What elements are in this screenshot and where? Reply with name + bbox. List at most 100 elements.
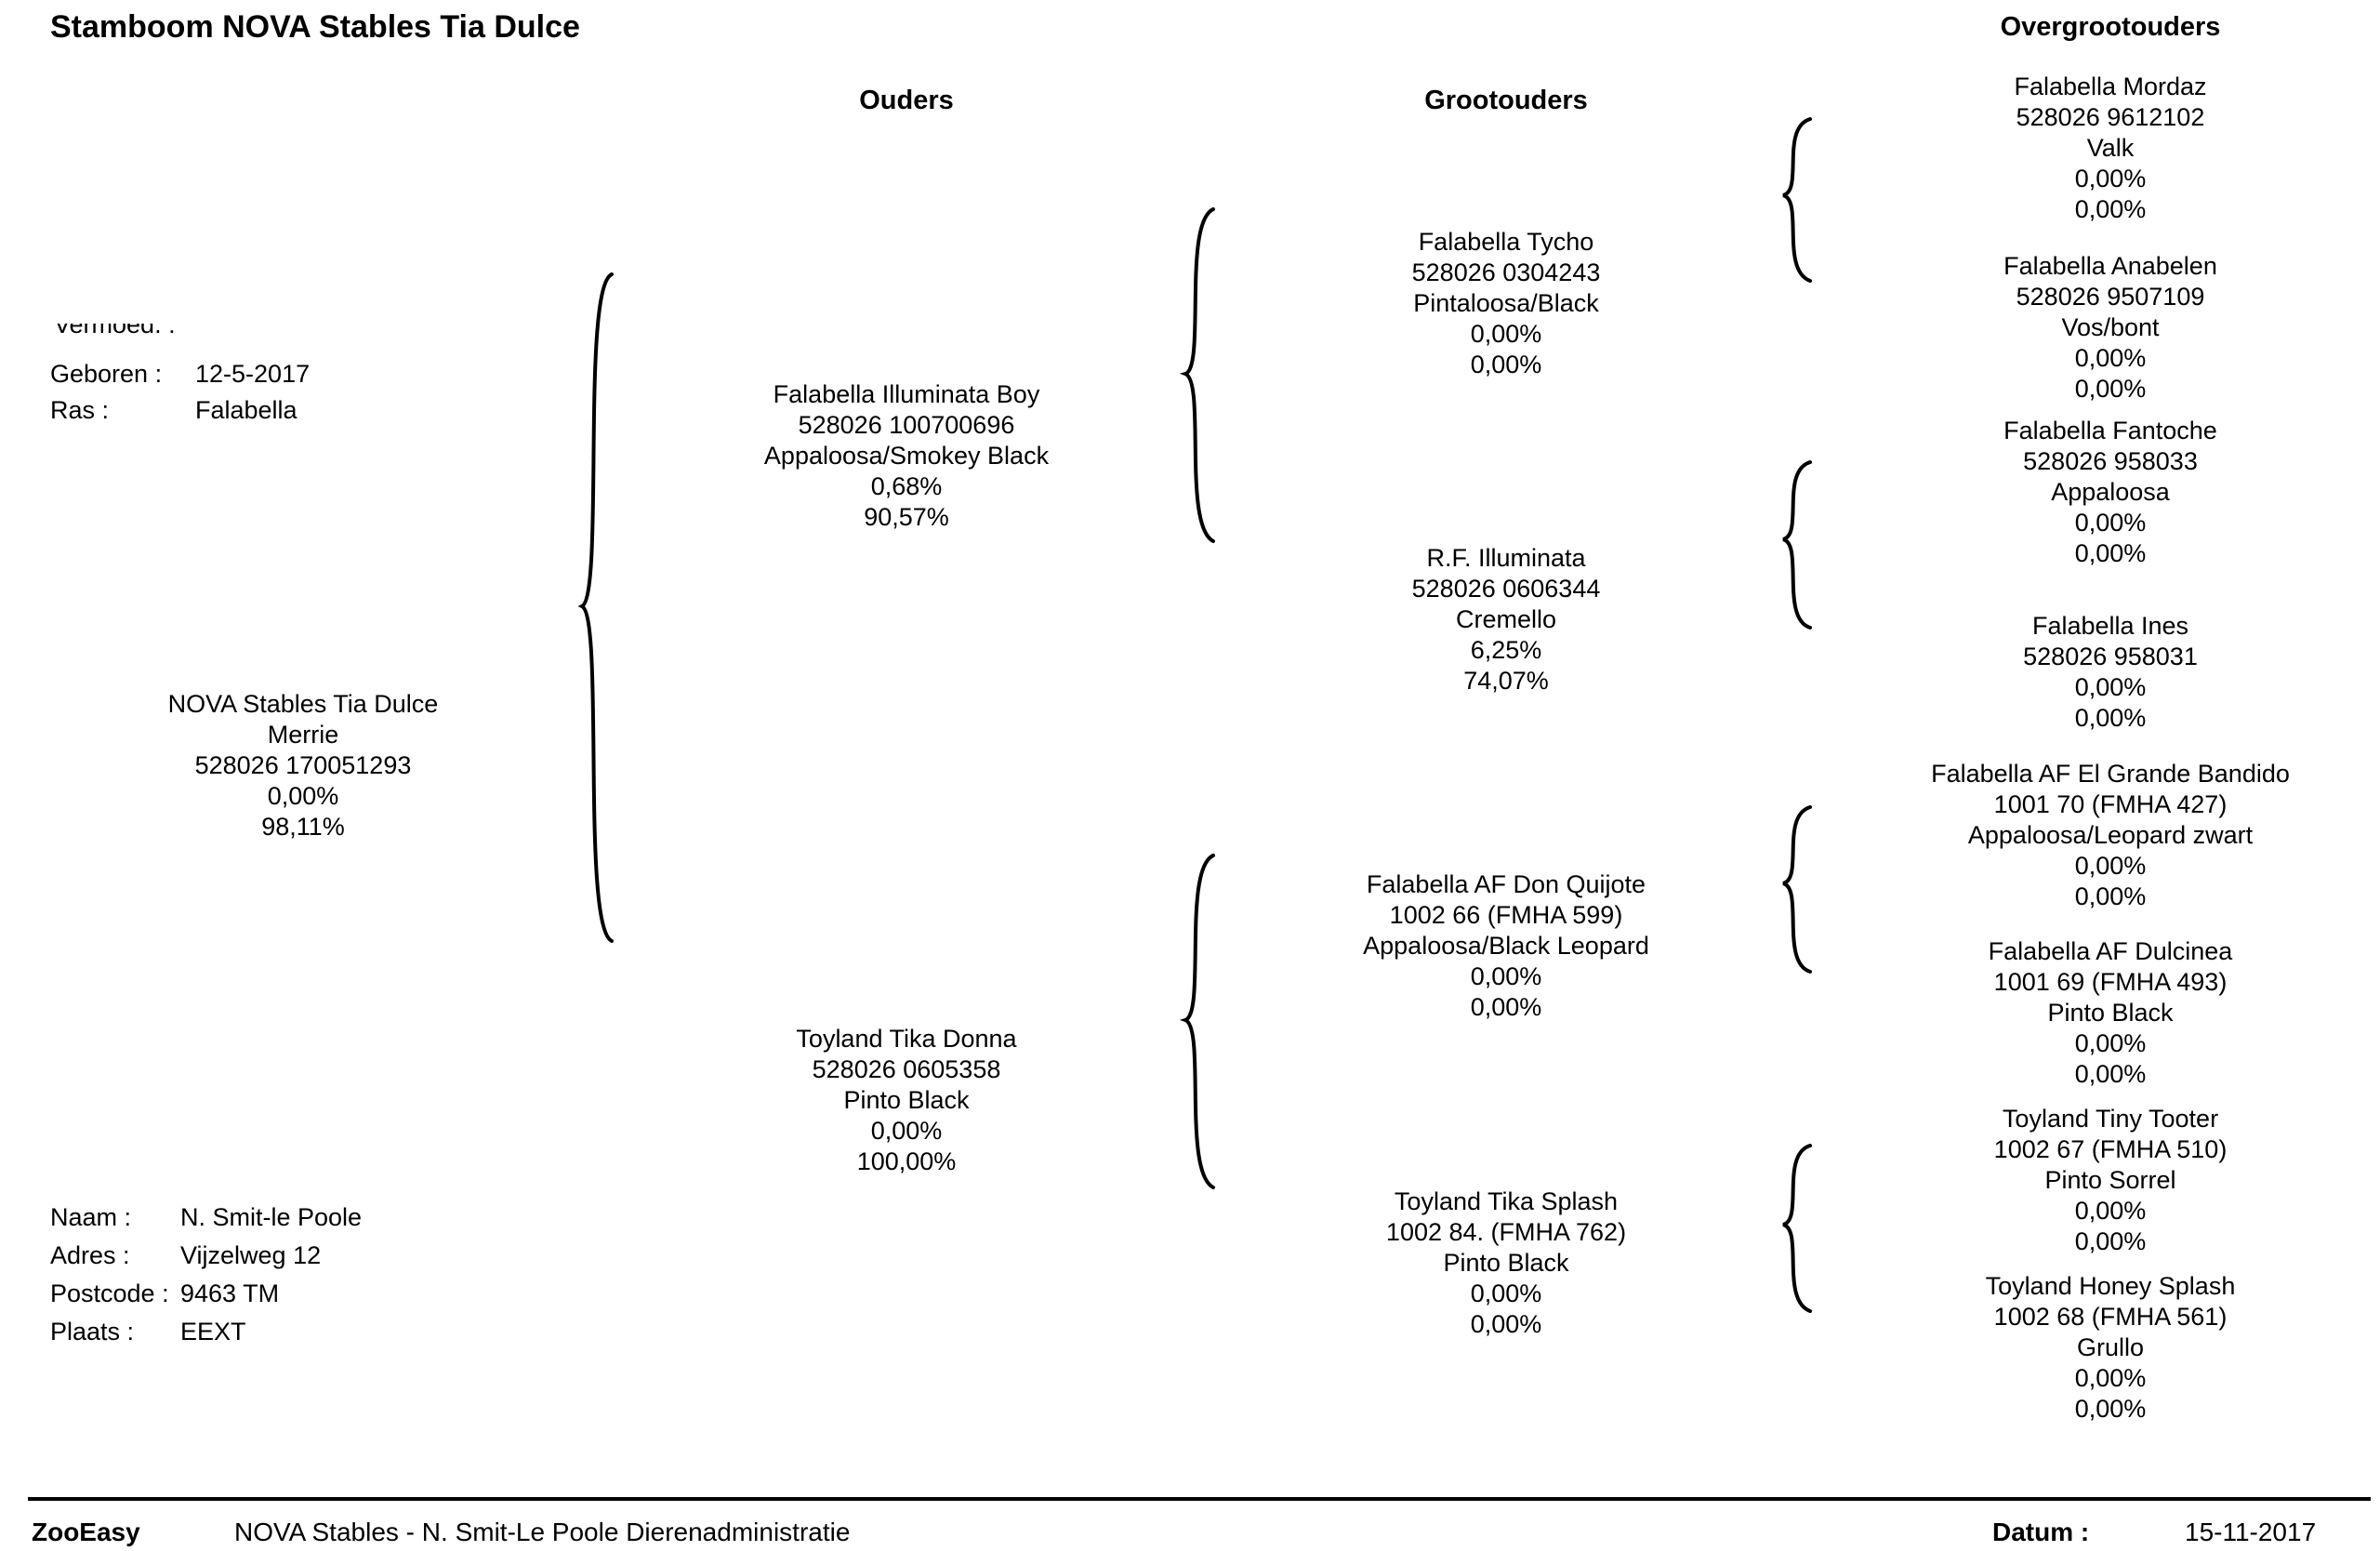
owner-postcode-value: 9463 TM [180, 1279, 280, 1307]
horse-completeness: 0,00% [1470, 351, 1542, 378]
horse-subject: NOVA Stables Tia Dulce Merrie 528026 170… [168, 689, 439, 842]
horse-name: Toyland Tika Splash [1394, 1187, 1619, 1215]
horse-sex: Merrie [267, 721, 339, 749]
horse-id: 528026 958033 [2023, 447, 2198, 475]
horse-inbreeding: 0,00% [267, 782, 339, 810]
horse-great-grandparent-5: Falabella AF El Grande Bandido 1001 70 (… [1931, 759, 2290, 912]
footer-date-label: Datum : [1992, 1518, 2090, 1546]
horse-color: Pinto Black [1443, 1249, 1569, 1277]
horse-inbreeding: 0,00% [2074, 1029, 2147, 1057]
horse-completeness: 0,00% [2074, 882, 2147, 910]
horse-inbreeding: 0,00% [870, 1117, 943, 1145]
brace-grandparent-3 [1782, 805, 1812, 974]
owner-city-label: Plaats : [50, 1318, 135, 1346]
brace-grandparent-1 [1782, 117, 1812, 283]
horse-completeness: 0,00% [2074, 1060, 2147, 1088]
horse-completeness: 0,00% [2074, 1395, 2147, 1423]
horse-grandparent-1: Falabella Tycho 528026 0304243 Pintaloos… [1412, 227, 1601, 380]
brace-parent-1 [1179, 207, 1215, 543]
horse-color: Vos/bont [2061, 313, 2160, 341]
horse-name: NOVA Stables Tia Dulce [167, 690, 439, 718]
horse-great-grandparent-7: Toyland Tiny Tooter 1002 67 (FMHA 510) P… [1994, 1104, 2228, 1257]
born-label: Geboren : [50, 360, 163, 388]
owner-postcode-label: Postcode : [50, 1279, 169, 1307]
horse-parent-1: Falabella Illuminata Boy 528026 10070069… [764, 379, 1049, 533]
breed-value: Falabella [195, 396, 298, 424]
horse-parent-2: Toyland Tika Donna 528026 0605358 Pinto … [796, 1024, 1016, 1177]
horse-id: 528026 9612102 [2016, 103, 2205, 131]
subject-details: Geboren : 12-5-2017 Ras : Falabella [50, 355, 310, 430]
horse-inbreeding: 0,68% [870, 472, 943, 500]
brace-grandparent-2 [1782, 460, 1812, 630]
horse-completeness: 0,00% [2074, 539, 2147, 567]
owner-details: Naam : N. Smit-le Poole Adres : Vijzelweg … [50, 1199, 362, 1351]
footer-date-value: 15-11-2017 [2185, 1518, 2317, 1546]
horse-color: Appaloosa/Smokey Black [763, 442, 1050, 470]
horse-great-grandparent-4: Falabella Ines 528026 958031 0,00% 0,00% [2023, 611, 2198, 734]
horse-color: Valk [2086, 134, 2135, 162]
horse-completeness: 100,00% [856, 1147, 957, 1175]
horse-color: Cremello [1455, 605, 1557, 633]
column-header-grandparents: Grootouders [1424, 86, 1588, 115]
horse-name: Falabella Mordaz [2014, 73, 2207, 100]
horse-completeness: 0,00% [1470, 993, 1542, 1021]
horse-great-grandparent-8: Toyland Honey Splash 1002 68 (FMHA 561) … [1986, 1271, 2236, 1425]
horse-inbreeding: 0,00% [2074, 1197, 2147, 1225]
horse-id: 1002 68 (FMHA 561) [1993, 1303, 2228, 1331]
horse-name: Falabella Illuminata Boy [773, 380, 1040, 408]
column-header-parents: Ouders [859, 86, 954, 115]
owner-address-value: Vijzelweg 12 [180, 1241, 322, 1269]
horse-completeness: 0,00% [2074, 704, 2147, 732]
horse-grandparent-3: Falabella AF Don Quijote 1002 66 (FMHA 5… [1363, 869, 1649, 1023]
horse-completeness: 0,00% [2074, 1227, 2147, 1255]
horse-id: 1002 67 (FMHA 510) [1993, 1135, 2228, 1163]
horse-name: Toyland Tika Donna [796, 1025, 1017, 1053]
owner-address-label: Adres : [50, 1241, 130, 1269]
brace-parent-2 [1179, 854, 1215, 1189]
horse-inbreeding: 0,00% [2074, 165, 2147, 192]
horse-completeness: 0,00% [2074, 195, 2147, 223]
horse-grandparent-2: R.F. Illuminata 528026 0606344 Cremello … [1412, 543, 1601, 696]
horse-completeness: 98,11% [261, 813, 345, 841]
horse-name: R.F. Illuminata [1426, 544, 1586, 572]
horse-inbreeding: 0,00% [2074, 509, 2147, 537]
horse-id: 528026 0606344 [1411, 575, 1601, 603]
horse-color: Appaloosa/Black Leopard [1363, 932, 1649, 960]
horse-inbreeding: 0,00% [1470, 1279, 1542, 1307]
horse-color: Pinto Black [2047, 999, 2174, 1027]
brace-subject [577, 272, 614, 943]
column-header-great-grandparents: Overgrootouders [2000, 12, 2221, 42]
horse-color: Pintaloosa/Black [1413, 289, 1599, 317]
horse-inbreeding: 6,25% [1470, 636, 1542, 664]
horse-color: Pinto Black [843, 1086, 970, 1114]
horse-great-grandparent-2: Falabella Anabelen 528026 9507109 Vos/bo… [2003, 251, 2217, 404]
footer-divider [28, 1497, 2371, 1501]
horse-id: 528026 0605358 [812, 1055, 1001, 1083]
brace-grandparent-4 [1782, 1144, 1812, 1313]
horse-id: 1001 69 (FMHA 493) [1993, 968, 2228, 996]
footer-organization: NOVA Stables - N. Smit-Le Poole Dierenad… [234, 1518, 851, 1546]
horse-grandparent-4: Toyland Tika Splash 1002 84. (FMHA 762) … [1386, 1186, 1626, 1340]
horse-inbreeding: 0,00% [2074, 673, 2147, 701]
horse-id: 528026 170051293 [194, 751, 412, 779]
horse-name: Falabella AF Don Quijote [1366, 870, 1646, 898]
horse-name: Falabella AF El Grande Bandido [1931, 760, 2290, 788]
breed-label: Ras : [50, 396, 110, 424]
horse-name: Toyland Honey Splash [1985, 1272, 2236, 1300]
horse-inbreeding: 0,00% [2074, 852, 2147, 880]
horse-name: Falabella Tycho [1418, 228, 1594, 256]
horse-completeness: 0,00% [2074, 375, 2147, 403]
horse-inbreeding: 0,00% [1470, 320, 1542, 348]
footer-brand: ZooEasy [32, 1518, 140, 1546]
horse-id: 1002 84. (FMHA 762) [1385, 1218, 1627, 1246]
horse-id: 528026 100700696 [798, 411, 1015, 439]
horse-name: Toyland Tiny Tooter [2002, 1105, 2219, 1133]
horse-inbreeding: 0,00% [2074, 1364, 2147, 1392]
owner-name-label: Naam : [50, 1203, 132, 1231]
horse-id: 1001 70 (FMHA 427) [1993, 790, 2228, 818]
horse-great-grandparent-3: Falabella Fantoche 528026 958033 Appaloo… [2003, 416, 2217, 569]
horse-name: Falabella AF Dulcinea [1988, 937, 2233, 965]
horse-completeness: 90,57% [864, 503, 949, 531]
horse-id: 1002 66 (FMHA 599) [1389, 901, 1623, 929]
